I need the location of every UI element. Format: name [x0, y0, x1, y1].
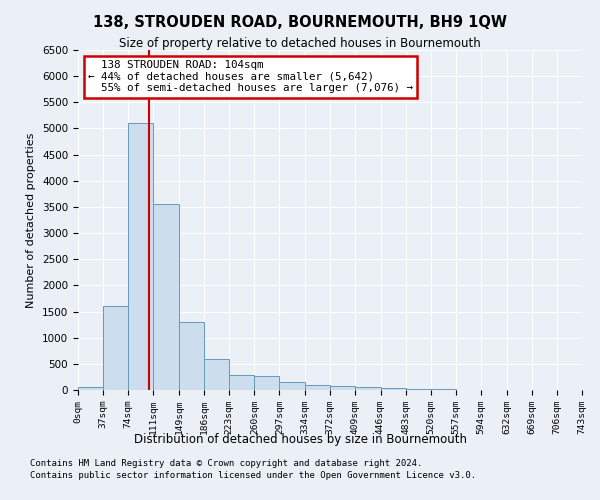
Bar: [179, 322, 204, 390]
Text: Contains HM Land Registry data © Crown copyright and database right 2024.: Contains HM Land Registry data © Crown c…: [30, 458, 422, 468]
Text: Size of property relative to detached houses in Bournemouth: Size of property relative to detached ho…: [119, 38, 481, 51]
Bar: [406, 389, 431, 390]
Bar: [305, 385, 331, 390]
Bar: [331, 386, 355, 390]
Bar: [280, 382, 305, 390]
Bar: [103, 306, 128, 390]
Text: Distribution of detached houses by size in Bournemouth: Distribution of detached houses by size …: [133, 432, 467, 446]
Text: Contains public sector information licensed under the Open Government Licence v3: Contains public sector information licen…: [30, 471, 476, 480]
Text: 138 STROUDEN ROAD: 104sqm  
← 44% of detached houses are smaller (5,642)
  55% o: 138 STROUDEN ROAD: 104sqm ← 44% of detac…: [88, 60, 413, 94]
Y-axis label: Number of detached properties: Number of detached properties: [26, 132, 37, 308]
Bar: [204, 358, 229, 390]
Bar: [355, 388, 380, 390]
Bar: [78, 388, 103, 390]
Bar: [128, 123, 153, 390]
Bar: [254, 376, 280, 390]
Bar: [153, 204, 179, 390]
Text: 138, STROUDEN ROAD, BOURNEMOUTH, BH9 1QW: 138, STROUDEN ROAD, BOURNEMOUTH, BH9 1QW: [93, 15, 507, 30]
Bar: [229, 376, 254, 390]
Bar: [380, 388, 406, 390]
